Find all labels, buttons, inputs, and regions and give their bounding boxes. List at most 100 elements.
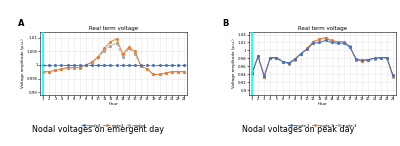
Y-axis label: Voltage amplitude (p.u.): Voltage amplitude (p.u.) [21, 39, 25, 88]
node3 [102, 48, 107, 49]
node2 [126, 64, 131, 66]
node 4 [366, 59, 371, 61]
node 4 [342, 42, 346, 43]
node 2 [323, 40, 328, 41]
node 3 [256, 55, 260, 57]
node 2 [317, 42, 322, 43]
node3 [120, 53, 125, 55]
node 2 [335, 42, 340, 44]
node2 [157, 64, 162, 66]
node 2 [280, 61, 285, 62]
node 3 [286, 62, 291, 64]
node3 [139, 65, 144, 67]
node 2 [354, 58, 358, 60]
node4 [126, 48, 131, 49]
node 3 [348, 46, 352, 47]
node3 [84, 64, 88, 66]
node4 [53, 69, 58, 71]
node 3 [317, 38, 322, 40]
node 3 [311, 41, 316, 42]
node 2 [378, 57, 383, 58]
node3 [151, 74, 156, 75]
Title: Real term voltage: Real term voltage [89, 26, 138, 31]
node 3 [323, 37, 328, 39]
node 2 [372, 58, 377, 59]
node2 [176, 64, 180, 66]
node3 [53, 69, 58, 71]
node2 [139, 64, 144, 66]
Text: Nodal voltages on emergent day: Nodal voltages on emergent day [32, 125, 164, 134]
node2 [84, 64, 88, 66]
node3 [65, 67, 70, 68]
node 4 [317, 38, 322, 40]
node 4 [286, 63, 291, 65]
node3 [145, 68, 150, 70]
Text: B: B [222, 19, 229, 28]
node2 [102, 64, 107, 66]
node2 [59, 64, 64, 66]
node2 [169, 64, 174, 66]
node4 [145, 68, 150, 70]
node 2 [390, 74, 395, 76]
node2 [133, 64, 138, 66]
node2 [65, 64, 70, 66]
node4 [176, 71, 180, 73]
node 4 [384, 58, 389, 59]
node 4 [262, 76, 267, 78]
Line: node3: node3 [42, 38, 185, 75]
node4 [182, 71, 186, 73]
node 3 [280, 61, 285, 62]
node3 [78, 67, 82, 68]
node2 [78, 64, 82, 66]
node4 [41, 71, 46, 73]
node 3 [372, 58, 377, 59]
node 4 [256, 55, 260, 57]
node 4 [305, 48, 310, 49]
node3 [133, 50, 138, 52]
node 2 [250, 73, 254, 74]
node4 [157, 74, 162, 75]
node 3 [292, 58, 297, 60]
node3 [176, 71, 180, 73]
node4 [139, 65, 144, 67]
X-axis label: Hour: Hour [109, 102, 118, 106]
node 4 [292, 59, 297, 61]
node 3 [274, 57, 279, 58]
node3 [163, 72, 168, 74]
node4 [114, 42, 119, 44]
node4 [102, 50, 107, 52]
node4 [65, 67, 70, 68]
node 3 [298, 53, 303, 54]
node 3 [342, 41, 346, 42]
node2 [145, 64, 150, 66]
node 2 [384, 57, 389, 58]
node 2 [305, 48, 310, 50]
Text: A: A [18, 19, 24, 28]
Line: node 3: node 3 [251, 37, 394, 78]
node2 [151, 64, 156, 66]
node 2 [366, 59, 371, 60]
node3 [182, 71, 186, 73]
Legend: node2, node3, node4: node2, node3, node4 [80, 123, 147, 128]
node 4 [323, 37, 328, 39]
node4 [120, 56, 125, 58]
Text: Nodal voltages on peak day: Nodal voltages on peak day [242, 125, 354, 134]
node2 [163, 64, 168, 66]
node3 [90, 61, 94, 63]
node2 [90, 64, 94, 66]
node 4 [390, 76, 395, 78]
node 4 [329, 40, 334, 42]
node 4 [268, 58, 273, 59]
node 3 [366, 59, 371, 60]
node4 [84, 64, 88, 66]
node 3 [390, 75, 395, 77]
Line: node4: node4 [42, 42, 185, 75]
node2 [53, 64, 58, 66]
node3 [114, 38, 119, 40]
node3 [108, 41, 113, 42]
node 3 [250, 73, 254, 74]
node4 [163, 72, 168, 74]
node 2 [342, 42, 346, 44]
Line: node 2: node 2 [251, 40, 394, 77]
node 2 [292, 58, 297, 60]
